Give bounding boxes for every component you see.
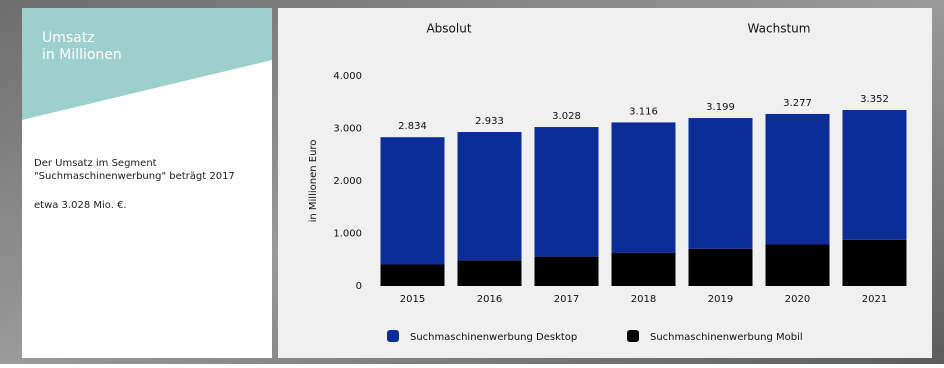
tab[interactable]: Wachstum [748,22,811,36]
total-label: 2.834 [398,121,427,132]
total-label: 3.352 [860,94,889,105]
x-tick-label: 2015 [400,294,425,305]
bar-segment [457,260,522,286]
legend-swatch [627,330,639,342]
x-tick-label: 2019 [708,294,733,305]
description: etwa 3.028 Mio. €. [34,200,127,211]
total-label: 3.277 [783,98,812,109]
bar-segment [688,118,753,249]
bar-segment [611,122,676,253]
bar-segment [765,113,830,245]
bar-segment [688,248,753,286]
total-label: 3.116 [629,106,658,117]
y-axis-label: in Millionen Euro [308,140,319,223]
y-tick-label: 0 [356,281,362,292]
x-tick-label: 2020 [785,294,810,305]
legend-label: Suchmaschinenwerbung Mobil [650,332,803,343]
chart-panel [278,8,932,358]
bar-segment [765,244,830,286]
bar-segment [534,127,599,257]
bar-segment [534,256,599,286]
x-tick-label: 2017 [554,294,579,305]
tab[interactable]: Absolut [426,22,471,36]
bar-segment [457,132,522,261]
bar-segment [380,137,445,265]
legend-swatch [387,330,399,342]
bar-segment [842,110,907,240]
description: Der Umsatz im Segment [34,158,157,169]
total-label: 3.199 [706,102,735,113]
bar-segment [611,252,676,286]
x-tick-label: 2018 [631,294,656,305]
total-label: 2.933 [475,116,504,127]
y-tick-label: 1.000 [333,229,362,240]
y-tick-label: 4.000 [333,71,362,82]
panel-header [22,8,272,120]
y-tick-label: 2.000 [333,176,362,187]
panel-title: Umsatz [42,30,95,46]
legend-label: Suchmaschinenwerbung Desktop [410,332,577,343]
panel-title: in Millionen [42,47,122,63]
x-tick-label: 2021 [862,294,887,305]
bar-segment [380,264,445,286]
y-tick-label: 3.000 [333,124,362,135]
description: "Suchmaschinenwerbung" beträgt 2017 [34,171,235,182]
x-tick-label: 2016 [477,294,502,305]
total-label: 3.028 [552,111,581,122]
bar-segment [842,239,907,286]
